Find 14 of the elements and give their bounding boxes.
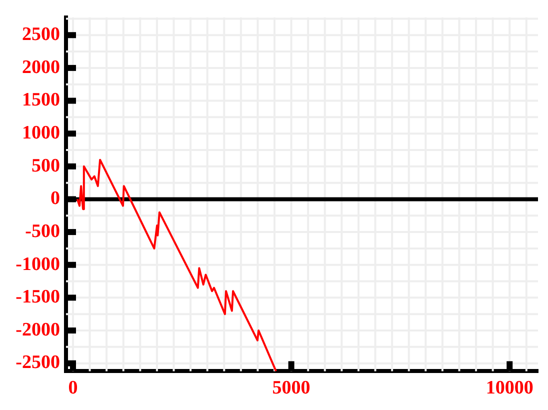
y-tick-label: 0: [50, 188, 60, 210]
x-tick-label: 10000: [486, 378, 534, 399]
y-tick-label: 2500: [22, 24, 60, 46]
y-tick-label: -2500: [16, 352, 60, 374]
y-tick-label: -500: [25, 220, 60, 242]
y-tick-label: 1000: [22, 122, 60, 144]
y-tick-label: -1500: [16, 286, 60, 308]
y-tick-label: 2000: [22, 56, 60, 78]
y-tick-label: -2000: [16, 319, 60, 340]
y-tick-label: -1000: [16, 254, 60, 275]
y-tick-label: 1500: [22, 90, 60, 111]
y-tick-label: 500: [32, 155, 60, 176]
x-tick-label: 5000: [272, 378, 310, 399]
x-tick-label: 0: [68, 378, 78, 399]
